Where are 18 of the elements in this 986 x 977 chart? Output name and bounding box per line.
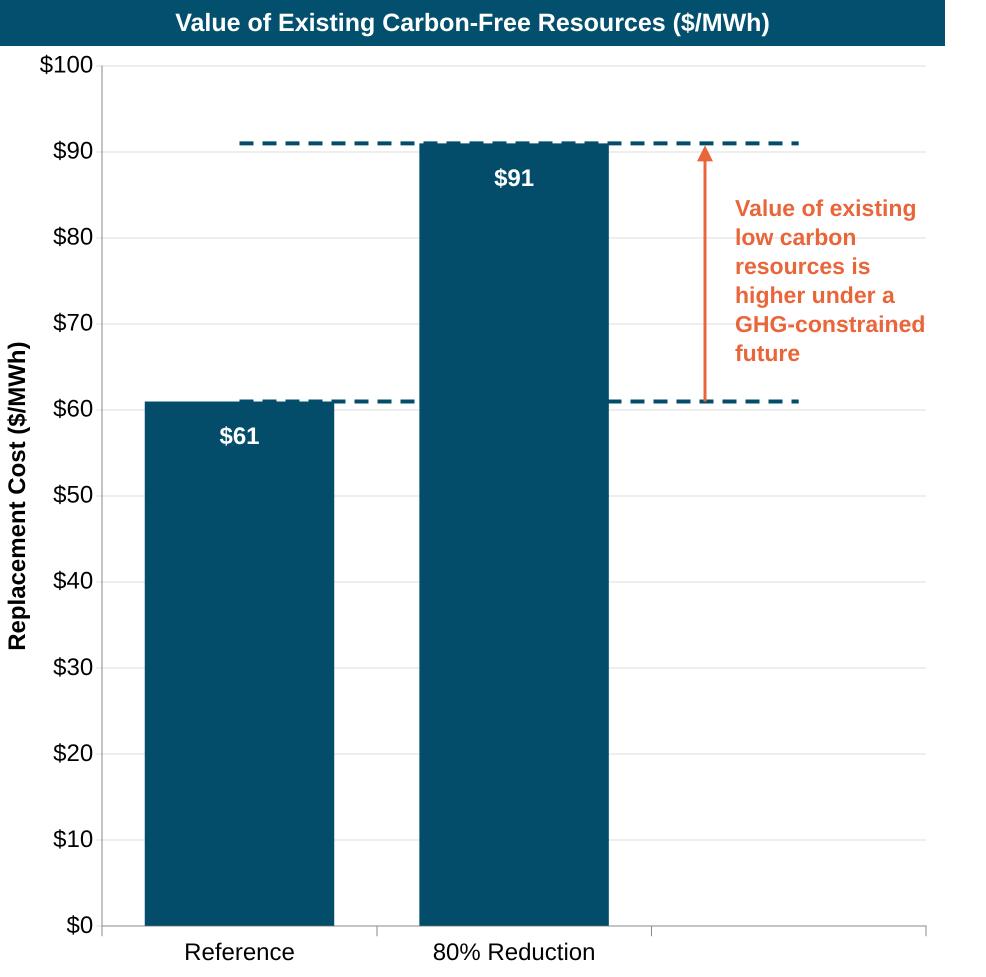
y-tick-label: $50 <box>53 482 94 509</box>
y-tick-label: $40 <box>53 568 94 595</box>
data-label: $61 <box>219 423 260 450</box>
y-tick-label: $100 <box>40 52 94 79</box>
y-tick-label: $10 <box>53 826 94 853</box>
x-tick-label: 80% Reduction <box>432 939 596 966</box>
y-tick-label: $0 <box>66 912 94 939</box>
y-tick-label: $20 <box>53 740 94 767</box>
y-tick-label: $90 <box>53 138 94 165</box>
annotation: Value of existing low carbon resources is higher under a GHG-constrained future <box>735 194 926 366</box>
chart-title: Value of Existing Carbon-Free Resources ($/MWh) <box>0 0 945 46</box>
y-axis-title: Replacement Cost ($/MWh) <box>4 341 32 651</box>
data-label: $91 <box>494 165 534 192</box>
y-tick-label: $70 <box>53 310 94 337</box>
y-tick-label: $80 <box>53 224 94 251</box>
y-tick-label: $30 <box>53 654 94 681</box>
y-tick-label: $60 <box>53 396 94 423</box>
x-tick-label: Reference <box>184 939 295 966</box>
